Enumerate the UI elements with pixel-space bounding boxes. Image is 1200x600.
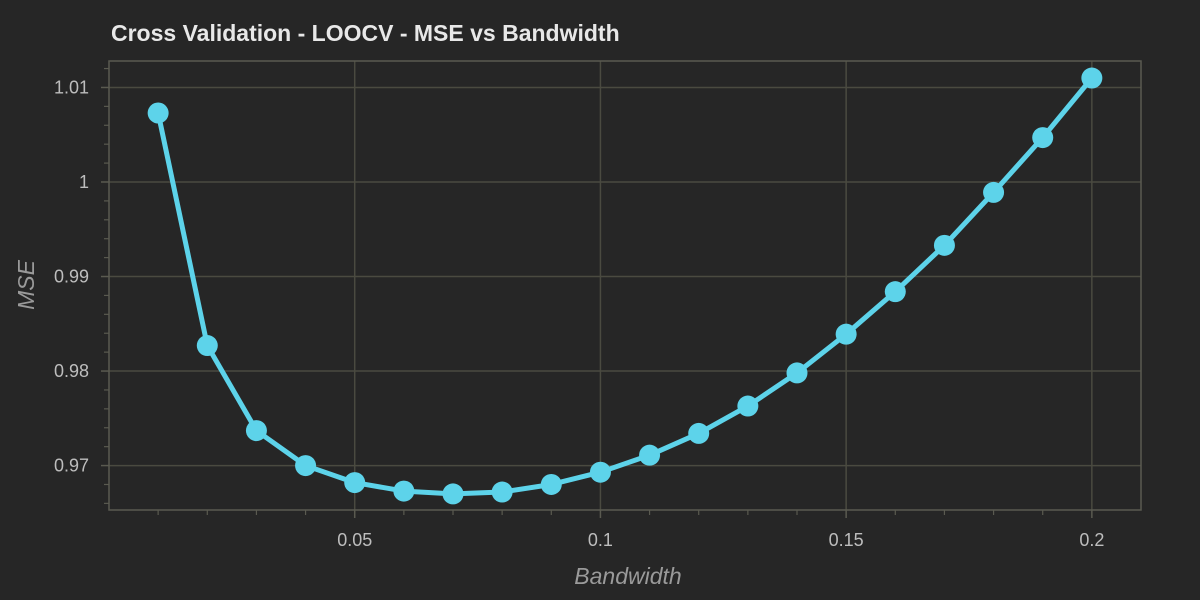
x-tick-label: 0.1 — [588, 530, 613, 550]
x-axis-label: Bandwidth — [574, 563, 681, 589]
y-tick-label: 1.01 — [54, 77, 89, 97]
series — [147, 67, 1103, 505]
minor-ticks — [104, 67, 1044, 515]
y-axis-label: MSE — [13, 259, 39, 310]
plot-frame — [108, 60, 1142, 511]
data-point — [540, 473, 562, 495]
data-point — [245, 420, 267, 442]
data-point — [393, 480, 415, 502]
chart-title: Cross Validation - LOOCV - MSE vs Bandwi… — [111, 20, 620, 46]
data-point — [688, 422, 710, 444]
data-point — [639, 444, 661, 466]
y-tick-label: 1 — [79, 172, 89, 192]
y-tick-label: 0.98 — [54, 361, 89, 381]
data-point — [147, 102, 169, 124]
data-point — [295, 455, 317, 477]
y-tick-label: 0.99 — [54, 267, 89, 287]
x-tick-label: 0.15 — [829, 530, 864, 550]
y-axis-ticks: 0.97 0.98 0.99 1 1.01 — [54, 77, 109, 476]
y-tick-label: 0.97 — [54, 456, 89, 476]
x-tick-label: 0.2 — [1079, 530, 1104, 550]
data-point — [884, 281, 906, 303]
data-point — [344, 472, 366, 494]
data-point — [1081, 67, 1103, 89]
data-point — [442, 483, 464, 505]
x-axis-ticks: 0.05 0.1 0.15 0.2 — [337, 510, 1104, 550]
data-point — [737, 395, 759, 417]
data-point — [589, 461, 611, 483]
data-point — [983, 181, 1005, 203]
data-point — [786, 362, 808, 384]
data-point — [491, 481, 513, 503]
data-point — [196, 335, 218, 357]
data-point — [1032, 127, 1054, 149]
grid — [109, 61, 1141, 510]
x-tick-label: 0.05 — [337, 530, 372, 550]
data-point — [933, 234, 955, 256]
data-point — [835, 323, 857, 345]
